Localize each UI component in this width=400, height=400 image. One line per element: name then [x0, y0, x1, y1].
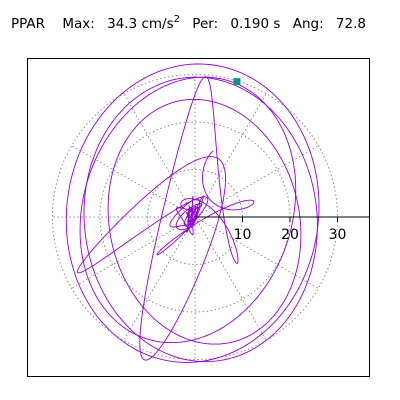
max-label: Max:: [62, 16, 95, 32]
max-value: 34.3 cm/s: [107, 16, 174, 32]
grid-spoke: [194, 93, 267, 218]
polar-axes: 10 20 30: [195, 216, 369, 243]
peak-marker: [233, 78, 241, 86]
orbit-trace-path: [76, 76, 255, 361]
orbit-loop: [65, 63, 320, 363]
angle-label: Ang:: [292, 16, 324, 32]
grid-spoke: [123, 216, 196, 341]
peak-marker-group: [233, 78, 241, 86]
radial-tick-label-10: 10: [234, 227, 252, 243]
orbit-loop: [79, 76, 297, 344]
radial-tick-label-30: 30: [329, 227, 347, 243]
angle-value: 72.8: [335, 16, 366, 32]
max-unit-exponent: 2: [173, 14, 180, 25]
orbit-loop: [107, 98, 302, 345]
orbit-loop: [83, 76, 318, 363]
orbit-trace: [65, 63, 320, 363]
grid-spoke: [123, 93, 196, 218]
component-label: PPAR: [11, 16, 46, 32]
chart-header: PPAR Max: 34.3 cm/s2 Per: 0.190 s Ang: 7…: [11, 14, 366, 32]
plot-frame: [27, 58, 370, 377]
period-value: 0.190 s: [230, 16, 281, 32]
period-label: Per:: [192, 16, 219, 32]
radial-tick-label-20: 20: [281, 227, 299, 243]
